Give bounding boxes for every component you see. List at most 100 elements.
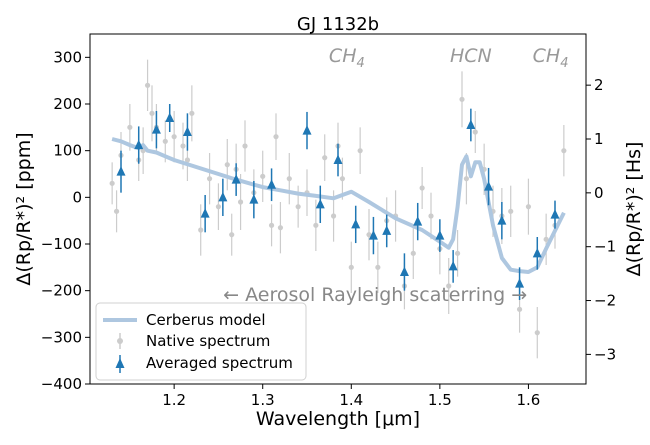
native-point <box>419 185 425 191</box>
native-point <box>184 157 191 163</box>
y-right-tick-label: 1 <box>594 130 604 148</box>
native-point <box>534 330 540 336</box>
native-point <box>215 204 222 210</box>
averaged-point <box>448 260 458 271</box>
native-point <box>459 96 465 102</box>
plot-area <box>109 59 567 359</box>
y-axis-right: −3 −2 −1 0 1 2 <box>586 76 616 363</box>
native-point <box>428 213 434 219</box>
native-point <box>472 129 478 135</box>
legend-label-native: Native spectrum <box>146 332 270 350</box>
plot-frame <box>89 33 587 385</box>
native-point <box>516 306 523 312</box>
native-point <box>543 236 549 242</box>
native-point <box>295 204 301 210</box>
legend-label-averaged: Averaged spectrum <box>146 354 293 372</box>
y-right-tick-label: 2 <box>594 76 604 94</box>
y-tick-label: −100 <box>41 235 82 253</box>
x-tick-label: 1.3 <box>251 391 275 409</box>
averaged-point <box>351 218 361 229</box>
y-right-tick-label: −1 <box>594 238 616 256</box>
averaged-point <box>550 209 560 219</box>
legend-label-model: Cerberus model <box>146 311 266 329</box>
y-tick-label: −200 <box>41 282 82 300</box>
native-point <box>171 134 177 140</box>
native-point <box>127 124 133 130</box>
y-tick-label: 300 <box>53 48 82 66</box>
averaged-point <box>302 125 312 135</box>
native-point <box>561 148 567 154</box>
y-right-tick-label: −3 <box>594 345 616 363</box>
averaged-point <box>413 216 423 226</box>
native-point <box>206 176 213 182</box>
model-line <box>111 137 566 274</box>
averaged-point <box>382 225 392 235</box>
native-point <box>149 110 155 116</box>
native-point <box>237 199 244 205</box>
native-point <box>180 143 186 149</box>
native-point <box>242 143 248 149</box>
native-point <box>277 225 284 231</box>
molecule-annotation: CH4 <box>533 45 569 71</box>
y-axis-left: −400 −300 −200 −100 0 100 200 300 <box>41 48 90 393</box>
native-point <box>446 283 452 289</box>
native-point <box>273 134 279 140</box>
molecule-annotation: HCN <box>450 45 492 67</box>
native-point <box>508 208 514 214</box>
averaged-point <box>165 112 175 122</box>
y-tick-label: 100 <box>53 142 82 160</box>
native-point <box>375 264 381 270</box>
averaged-point <box>315 198 325 209</box>
native-point <box>162 138 168 144</box>
x-tick-label: 1.4 <box>339 391 363 409</box>
y-tick-label: −300 <box>41 328 82 346</box>
native-point <box>348 264 354 270</box>
rayleigh-annotation: ← Aerosol Rayleigh scaterring → <box>223 284 527 306</box>
averaged-point <box>466 119 476 129</box>
native-point <box>525 204 532 210</box>
annotations: CH4 HCN CH4 ← Aerosol Rayleigh scaterring → <box>223 45 568 306</box>
x-axis: 1.2 1.3 1.4 1.5 1.6 <box>162 384 540 409</box>
native-point <box>198 227 204 233</box>
native-point <box>109 180 115 186</box>
native-point <box>366 232 372 238</box>
x-tick-label: 1.6 <box>516 391 540 409</box>
x-tick-label: 1.2 <box>162 391 186 409</box>
y-tick-label: −400 <box>41 375 82 393</box>
molecule-annotation: CH4 <box>329 45 365 71</box>
x-axis-label: Wavelength [μm] <box>256 408 420 430</box>
averaged-point <box>151 124 161 134</box>
native-point <box>463 176 470 182</box>
y-axis-label-left: Δ(Rp/R*)² [ppm] <box>13 132 35 285</box>
averaged-point <box>484 181 494 191</box>
averaged-point <box>368 230 378 240</box>
native-point <box>330 213 337 219</box>
native-point <box>268 222 275 228</box>
averaged-point <box>399 266 409 276</box>
averaged-point <box>435 230 445 240</box>
averaged-point <box>134 139 144 150</box>
native-point <box>322 155 328 161</box>
averaged-point <box>182 126 192 136</box>
native-point <box>313 222 319 228</box>
y-right-tick-label: −2 <box>594 292 616 310</box>
chart-title: GJ 1132b <box>297 14 379 35</box>
native-point <box>224 162 230 168</box>
native-point <box>189 110 195 116</box>
y-right-tick-label: 0 <box>594 184 604 202</box>
legend-frame <box>95 302 307 381</box>
averaged-point <box>333 154 343 164</box>
averaged-point <box>218 191 228 202</box>
averaged-point <box>515 278 525 288</box>
y-tick-label: 0 <box>72 188 82 206</box>
native-point <box>339 176 346 182</box>
averaged-point <box>267 179 277 189</box>
native-point <box>260 173 266 179</box>
native-point <box>144 82 151 88</box>
native-point <box>410 250 416 256</box>
native-point <box>113 208 120 214</box>
y-tick-label: 200 <box>53 95 82 113</box>
native-point <box>286 176 292 182</box>
averaged-point <box>116 166 126 176</box>
